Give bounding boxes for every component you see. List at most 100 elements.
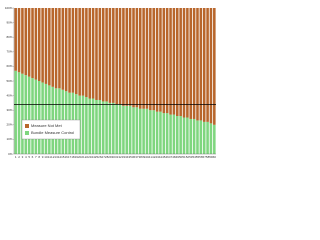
bar-segment — [118, 8, 122, 105]
x-tick-label: 53 — [189, 155, 193, 159]
bar-segment — [91, 8, 95, 99]
bar-segment — [179, 8, 182, 117]
bar-segment — [31, 8, 34, 79]
bar-segment — [176, 116, 179, 154]
bar-segment — [24, 8, 28, 76]
bar-segment — [142, 8, 145, 109]
bar-segment — [186, 117, 189, 154]
x-tick-label: 47 — [169, 155, 173, 159]
x-tick-label: 43 — [155, 155, 159, 159]
bar-segment — [58, 8, 61, 89]
x-tick-label: 8 — [38, 155, 40, 159]
bar-segment — [122, 8, 125, 106]
bar-segment — [31, 78, 34, 154]
x-tick-label: 16 — [65, 155, 69, 159]
bar-segment — [44, 8, 48, 84]
x-tick-label: 10 — [44, 155, 48, 159]
bar-segment — [186, 8, 189, 118]
chart: 0%10%20%30%40%50%60%70%80%90%100%1 2 3 4 5 6 7… — [5, 6, 217, 159]
bar-segment — [196, 120, 199, 154]
bar-segment — [155, 111, 159, 154]
y-tick-label: 90% — [6, 20, 12, 24]
x-tick-label: 3 — [22, 155, 24, 159]
y-tick-label: 20% — [6, 123, 12, 127]
bar-segment — [159, 111, 162, 154]
x-tick-label: 24 — [91, 155, 95, 159]
x-tick-label: 39 — [142, 155, 146, 159]
bar-segment — [108, 8, 112, 103]
x-tick-label: 26 — [98, 155, 102, 159]
bar-segment — [98, 8, 102, 100]
bar-segment — [128, 8, 132, 106]
bar-segment — [213, 8, 216, 125]
bar-segment — [48, 85, 51, 154]
x-tick-label: 25 — [95, 155, 99, 159]
bar-segment — [85, 8, 88, 98]
bar-segment — [98, 99, 102, 154]
bar-segment — [78, 8, 81, 96]
bar-segment — [41, 8, 44, 83]
x-tick-label: 4 — [25, 155, 27, 159]
x-tick-label: 42 — [152, 155, 156, 159]
bar-segment — [192, 8, 196, 119]
bar-segment — [172, 8, 176, 115]
bar-segment — [182, 8, 186, 118]
bar-segment — [145, 8, 149, 109]
x-tick-label: 9 — [42, 155, 44, 159]
bar-segment — [162, 8, 166, 114]
x-tick-label: 40 — [145, 155, 149, 159]
bar-segment — [34, 79, 38, 154]
bar-segment — [21, 73, 24, 154]
x-tick-label: 11 — [48, 155, 51, 159]
bar-segment — [165, 113, 169, 154]
bar-segment — [54, 8, 58, 89]
y-tick-label: 60% — [6, 64, 12, 68]
bar-segment — [112, 102, 115, 154]
bar-segment — [101, 8, 105, 102]
y-tick-label: 100% — [5, 6, 13, 10]
x-tick-label: 5 — [28, 155, 30, 159]
bar-segment — [71, 8, 75, 93]
x-tick-label: 22 — [85, 155, 89, 159]
x-tick-label: 35 — [128, 155, 132, 159]
x-tick-label: 51 — [182, 155, 186, 159]
x-tick-label: 60 — [213, 155, 217, 159]
bar-segment — [196, 8, 199, 121]
bar-segment — [112, 8, 115, 103]
bar-segment — [199, 120, 203, 154]
bar-segment — [169, 114, 172, 154]
x-tick-label: 28 — [105, 155, 109, 159]
legend-label: Bundle Measure Control — [31, 130, 74, 135]
x-tick-label: 6 — [32, 155, 34, 159]
bar-segment — [118, 104, 122, 154]
legend-box — [21, 119, 81, 140]
bar-segment — [202, 8, 206, 122]
bar-segment — [44, 83, 48, 154]
bar-segment — [17, 8, 21, 73]
x-tick-label: 27 — [102, 155, 106, 159]
bar-segment — [213, 124, 216, 154]
bar-segment — [132, 8, 135, 108]
bar-segment — [206, 121, 209, 154]
x-tick-label: 49 — [176, 155, 180, 159]
y-tick-label: 30% — [6, 108, 12, 112]
x-tick-label: 32 — [118, 155, 122, 159]
bar-segment — [21, 8, 24, 74]
x-tick-label: 58 — [206, 155, 210, 159]
x-tick-label: 15 — [61, 155, 65, 159]
bar-segment — [145, 108, 149, 154]
bar-segment — [135, 107, 139, 154]
x-tick-label: 41 — [149, 155, 153, 159]
x-tick-label: 36 — [132, 155, 136, 159]
bar-segment — [61, 8, 65, 90]
x-tick-label: 50 — [179, 155, 183, 159]
bar-segment — [125, 8, 129, 106]
bar-segment — [149, 8, 152, 111]
bar-segment — [34, 8, 38, 80]
x-tick-label: 31 — [115, 155, 119, 159]
y-tick-label: 70% — [6, 50, 12, 54]
x-tick-label: 33 — [122, 155, 126, 159]
x-tick-label: 56 — [199, 155, 203, 159]
x-tick-label: 55 — [196, 155, 200, 159]
bar-segment — [48, 8, 51, 86]
